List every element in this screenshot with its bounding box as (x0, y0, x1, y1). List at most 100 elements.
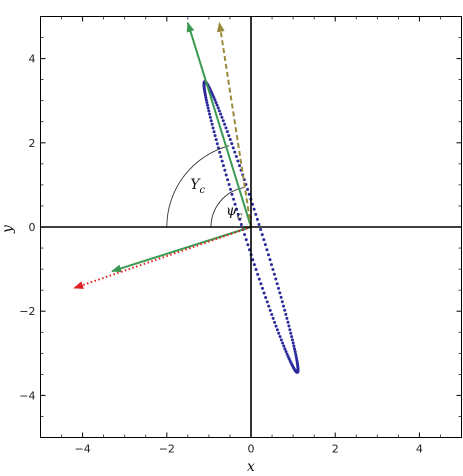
ellipse-dot (295, 357, 299, 361)
ellipse-dot (293, 347, 297, 351)
vectors (73, 21, 252, 289)
angle-arcs: Υc ψc (166, 145, 245, 228)
ellipse-dot (213, 134, 217, 138)
ellipse-dot (246, 187, 250, 191)
ellipse-dot (285, 352, 289, 356)
axes (40, 16, 462, 438)
ellipse-dot (239, 222, 243, 226)
ellipse-dot (278, 291, 282, 295)
ellipse-dot (231, 146, 235, 150)
ellipse-dot (205, 100, 209, 104)
ellipse-dot (237, 164, 241, 168)
x-tick-label: 4 (416, 443, 423, 456)
y-tick-label: 2 (29, 137, 36, 150)
ellipse-dot (255, 217, 259, 221)
x-axis-label: x (247, 459, 255, 475)
ellipse-dot (256, 272, 260, 276)
ellipse-dot (229, 187, 233, 191)
ellipse-dot (266, 253, 270, 257)
ellipse-dot (294, 354, 298, 358)
ellipse-dot (265, 300, 269, 304)
ellipse-dot (263, 243, 267, 247)
ellipse-dot (281, 341, 285, 345)
ellipse-dot (227, 183, 231, 187)
ellipse-dot (230, 142, 234, 146)
ellipse-dot (277, 286, 281, 290)
ellipse-dot (223, 168, 227, 172)
ellipse-dot (257, 222, 261, 226)
ellipse-dot (211, 126, 215, 130)
x-tick-label: −2 (159, 443, 175, 456)
ellipse-dot (220, 115, 224, 119)
ellipse-dot (264, 295, 268, 299)
ellipse-dot (243, 233, 247, 237)
ellipse-dot (234, 155, 238, 159)
ellipse-dot (259, 282, 263, 286)
ellipse-dot (275, 328, 279, 332)
ellipse-dot (290, 335, 294, 339)
vector-arrow (216, 21, 252, 228)
ellipse-dot (233, 202, 237, 206)
ellipse-dot (285, 316, 289, 320)
ellipse-dot (262, 291, 266, 295)
ellipse-dot (221, 164, 225, 168)
y-tick-label: −2 (19, 305, 35, 318)
ellipse-dot (274, 324, 278, 328)
ellipse-dot (254, 267, 258, 271)
ellipse-dot (204, 98, 208, 102)
ticks: −4 −2 0 2 4 −4 −2 0 2 4 (19, 16, 462, 456)
ellipse-dot (220, 159, 224, 163)
ellipse-dot (223, 122, 227, 126)
ellipse-dot (224, 173, 228, 177)
ellipse-dot (207, 109, 211, 113)
y-tick-label: 0 (29, 221, 36, 234)
ellipse-dot (204, 96, 208, 100)
ellipse-dot (215, 142, 219, 146)
ellipse-dot (252, 207, 256, 211)
ellipse-dot (270, 312, 274, 316)
ellipse-dot (278, 335, 282, 339)
ellipse-dot (279, 295, 283, 299)
ellipse-dot (246, 243, 250, 247)
ellipse-dot (214, 100, 218, 104)
ellipse-dot (271, 267, 275, 271)
ellipse-dot (282, 304, 286, 308)
ellipse-dot (224, 126, 228, 130)
y-axis-label: y (0, 224, 16, 234)
ellipse-dot (287, 324, 291, 328)
ellipse-dot (290, 338, 294, 342)
ellipse-dot (259, 228, 263, 232)
ellipse-dot (213, 98, 217, 102)
vector-arrow (111, 226, 252, 273)
ellipse-dot (221, 119, 225, 123)
ellipse-dot (219, 155, 223, 159)
ellipse-dot (208, 115, 212, 119)
ellipse-dot (238, 217, 242, 221)
ellipse-dot (293, 350, 297, 354)
y-tick-label: −4 (19, 389, 35, 402)
ellipse-dot (268, 308, 272, 312)
ellipse-dot (209, 119, 213, 123)
angle-label: ψc (226, 203, 243, 222)
ellipse-dot (265, 248, 269, 252)
ellipse-dot (291, 341, 295, 345)
ellipse-dot (271, 316, 275, 320)
ellipse-dot (279, 338, 283, 342)
angle-label: Υc (190, 177, 205, 196)
ellipse-dot (254, 212, 258, 216)
ellipse-dot (225, 130, 229, 134)
vector-arrow (73, 226, 252, 289)
ellipse-dot (219, 112, 223, 116)
ellipse-dot (218, 150, 222, 154)
ellipse-dot (273, 320, 277, 324)
ellipse-dot (260, 233, 264, 237)
ellipse-dots (202, 80, 300, 374)
ellipse-dot (212, 130, 216, 134)
ellipse-dot (210, 122, 214, 126)
angle-arc (166, 145, 230, 228)
ellipse-dot (251, 258, 255, 262)
ellipse-dot (257, 277, 261, 281)
ellipse-dot (286, 320, 290, 324)
ellipse-dot (236, 212, 240, 216)
ellipse-dot (236, 159, 240, 163)
